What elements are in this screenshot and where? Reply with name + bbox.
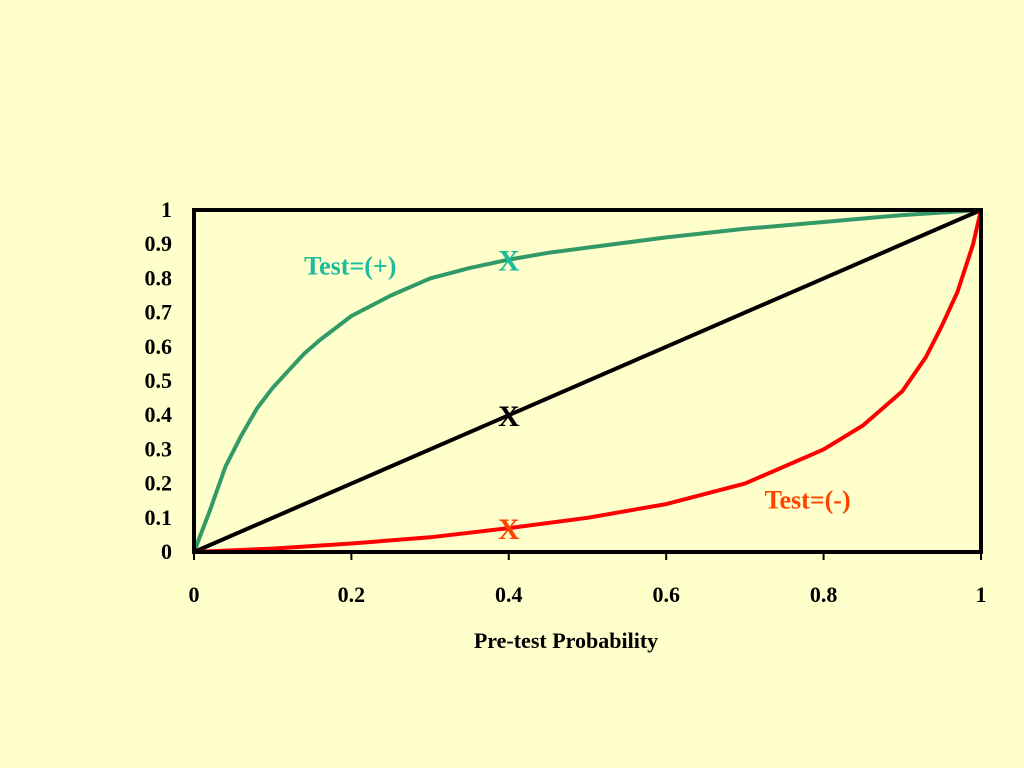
y-axis: 0 0.1 0.2 0.3 0.4 0.5 0.6 0.7 0.8 0.9 1: [145, 197, 173, 564]
y-tick-label: 0.5: [145, 368, 173, 393]
y-tick-label: 0.1: [145, 505, 173, 530]
y-tick-label: 0.8: [145, 265, 173, 290]
marker-x: X: [498, 245, 520, 278]
x-tick-label: 0: [189, 582, 200, 607]
plot-frame: [192, 208, 983, 554]
x-axis: 0 0.2 0.4 0.6 0.8 1: [189, 552, 987, 607]
y-tick-label: 1: [161, 197, 172, 222]
series-label: Test=(-): [765, 486, 851, 515]
x-tick-label: 0.4: [495, 582, 523, 607]
series-label: Test=(+): [304, 251, 396, 280]
x-tick-label: 1: [976, 582, 987, 607]
y-tick-label: 0.7: [145, 300, 173, 325]
series-line-2: [192, 208, 983, 554]
marker-x: X: [498, 513, 520, 546]
annotation-layer: Test=(+) X X X Test=(-): [304, 245, 850, 546]
y-tick-label: 0.4: [145, 402, 173, 427]
marker-x: X: [498, 400, 520, 433]
x-tick-label: 0.8: [810, 582, 838, 607]
y-tick-label: 0.2: [145, 471, 173, 496]
x-tick-label: 0.6: [652, 582, 680, 607]
y-tick-label: 0: [161, 539, 172, 564]
y-tick-label: 0.6: [145, 334, 173, 359]
series-line-3: [192, 208, 983, 554]
series-line-1: [192, 208, 983, 554]
y-tick-label: 0.3: [145, 436, 173, 461]
x-tick-label: 0.2: [338, 582, 366, 607]
y-tick-label: 0.9: [145, 231, 173, 256]
x-axis-title: Pre-test Probability: [474, 628, 658, 653]
curve-layer: [192, 208, 983, 554]
